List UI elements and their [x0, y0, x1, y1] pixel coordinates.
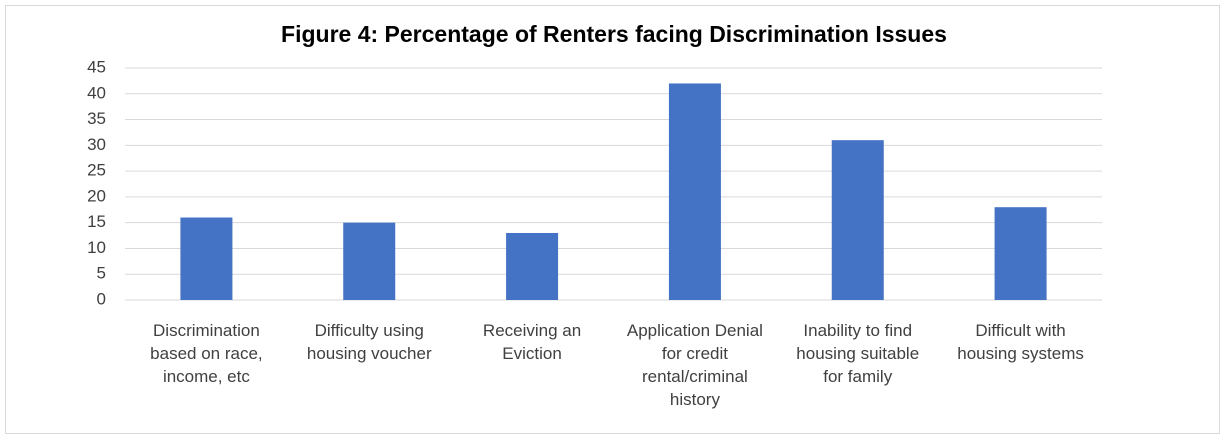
bar [343, 222, 396, 300]
y-tick-label: 35 [87, 109, 106, 128]
bar [994, 207, 1047, 300]
x-tick-label: Receiving an Eviction [482, 321, 582, 363]
x-tick-label: Difficult with housing systems [957, 321, 1084, 363]
y-tick-label: 25 [87, 161, 106, 180]
y-tick-label: 15 [87, 212, 106, 231]
bar [506, 232, 559, 300]
y-tick-label: 0 [97, 289, 106, 308]
y-tick-label: 40 [87, 83, 106, 102]
bar [831, 140, 884, 300]
bar [668, 83, 721, 300]
x-tick-label: Discrimination based on race, income, et… [150, 321, 263, 386]
y-tick-label: 10 [87, 238, 106, 257]
chart-title: Figure 4: Percentage of Renters facing D… [281, 21, 947, 47]
y-tick-label: 30 [87, 135, 106, 154]
x-tick-label: Inability to find housing suitable for f… [796, 321, 920, 386]
x-tick-label: Application Denial for credit rental/cri… [626, 321, 763, 409]
chart-frame [5, 5, 1220, 434]
bar [180, 217, 233, 300]
x-tick-label: Difficulty using housing voucher [306, 321, 432, 363]
y-tick-label: 20 [87, 186, 106, 205]
y-tick-label: 45 [87, 57, 106, 76]
y-tick-label: 5 [97, 264, 106, 283]
